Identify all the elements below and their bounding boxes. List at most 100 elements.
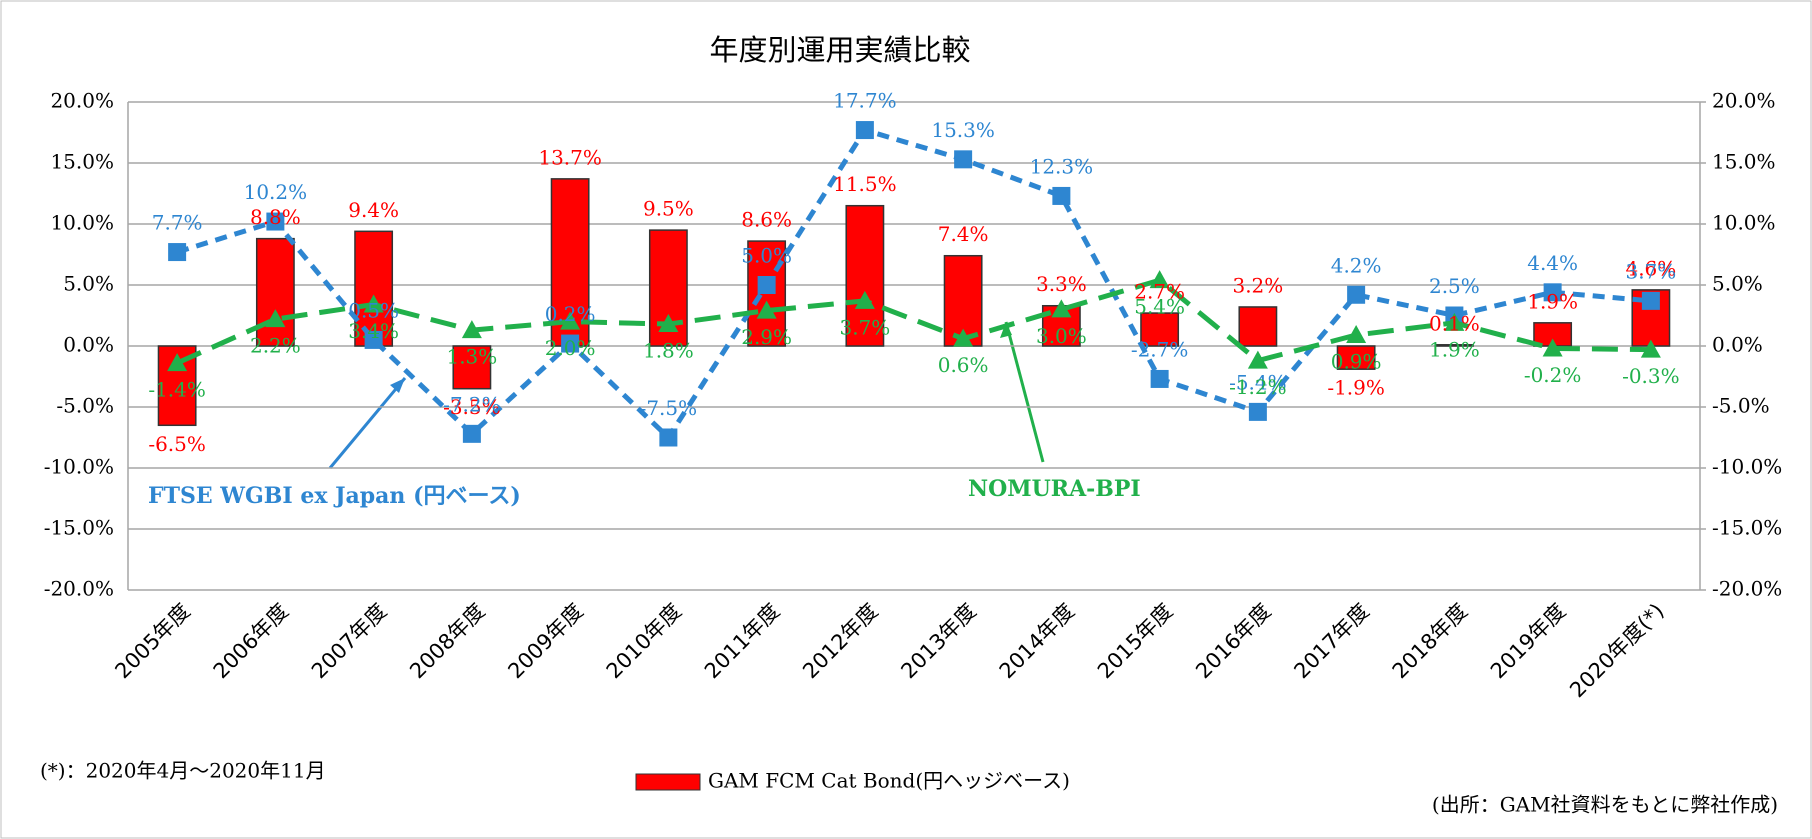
source: (出所：GAM社資料をもとに弊社作成) [1432, 793, 1778, 817]
y-tick-label: 20.0% [50, 89, 114, 113]
data-label: 11.5% [833, 172, 897, 196]
data-label: 4.4% [1527, 251, 1578, 275]
arrow-head [1000, 322, 1012, 338]
bar [1140, 312, 1180, 347]
data-label: -3.5% [443, 395, 501, 419]
bar [845, 204, 885, 347]
y2-tick-label: 15.0% [1712, 150, 1776, 174]
marker [265, 309, 286, 328]
data-label: 3.2% [1232, 273, 1283, 297]
marker [266, 212, 285, 231]
y2-tick-label: 0.0% [1712, 333, 1763, 357]
marker [1347, 285, 1366, 304]
data-label: 3.7% [839, 315, 890, 339]
data-label: 4.2% [1331, 253, 1382, 277]
data-label: 1.9% [1527, 289, 1578, 313]
data-label: 2.5% [1429, 274, 1480, 298]
y2-tick-label: 20.0% [1712, 89, 1776, 113]
data-label: 3.0% [1036, 324, 1087, 348]
marker [854, 290, 875, 309]
data-label: 2.0% [545, 336, 596, 360]
y-tick-label: -20.0% [44, 577, 114, 601]
data-label: 0.1% [1429, 311, 1480, 335]
arrow [328, 377, 407, 469]
marker [1444, 312, 1465, 331]
data-label: 1.3% [446, 345, 497, 369]
data-label: 9.4% [348, 198, 399, 222]
y2-tick-label: -5.0% [1712, 394, 1770, 418]
marker [1051, 299, 1072, 318]
marker [757, 276, 776, 294]
data-label: 1.8% [643, 339, 694, 363]
data-label: 0.2% [545, 302, 596, 326]
data-label: -7.5% [640, 396, 698, 420]
marker [167, 353, 188, 372]
data-label: -5.4% [1229, 370, 1287, 394]
line [176, 127, 1652, 442]
marker [756, 300, 777, 319]
data-label: -2.7% [1131, 337, 1189, 361]
data-label: 0.5% [348, 298, 399, 322]
data-label: 9.5% [643, 197, 694, 221]
marker [1248, 402, 1267, 421]
data-label: -1.9% [1327, 376, 1385, 400]
data-label: 5.4% [1134, 295, 1185, 319]
marker [364, 330, 383, 349]
data-label: 10.2% [244, 180, 308, 204]
data-label: 2.7% [1134, 280, 1185, 304]
data-label: 4.6% [1625, 256, 1676, 280]
marker [461, 320, 482, 339]
marker [953, 328, 974, 347]
y2-tick-label: 10.0% [1712, 211, 1776, 235]
chart-title: 年度別運用実績比較 [709, 33, 970, 67]
data-label: -0.3% [1622, 364, 1680, 388]
data-label: -0.2% [1524, 363, 1582, 387]
data-label: 0.9% [1331, 350, 1382, 374]
y-tick-label: 10.0% [50, 211, 114, 235]
marker [1641, 291, 1660, 310]
marker [561, 334, 580, 353]
data-label: -7.2% [443, 392, 501, 416]
marker [1149, 270, 1170, 289]
y2-tick-label: -20.0% [1712, 577, 1782, 601]
y-tick-label: 0.0% [63, 333, 114, 357]
y-tick-label: 5.0% [63, 272, 114, 296]
legend-label: GAM FCM Cat Bond(円ヘッジベース) [708, 769, 1070, 793]
marker [1247, 350, 1268, 369]
bar [1238, 306, 1278, 347]
data-label: -6.5% [148, 432, 206, 456]
footnote: (*)：2020年4月～2020年11月 [40, 759, 326, 783]
data-label: -1.2% [1229, 375, 1287, 399]
marker [1640, 339, 1661, 358]
marker [1150, 369, 1169, 388]
data-label: 12.3% [1030, 154, 1094, 178]
y2-tick-label: -15.0% [1712, 516, 1782, 540]
marker [560, 311, 581, 330]
bar [1336, 345, 1376, 370]
legend-swatch [635, 773, 701, 791]
data-label: 1.9% [1429, 337, 1480, 361]
marker [168, 243, 187, 262]
arrow-head [390, 378, 405, 393]
bar [255, 237, 295, 347]
marker [855, 121, 874, 140]
data-label: 8.6% [741, 208, 792, 232]
marker [462, 424, 481, 443]
data-label: 3.4% [348, 319, 399, 343]
data-label: 7.7% [152, 211, 203, 235]
series-label: FTSE WGBI ex Japan (円ベース) [148, 483, 521, 509]
data-label: 5.0% [741, 244, 792, 268]
marker [659, 428, 678, 447]
data-label: 0.6% [938, 353, 989, 377]
y2-tick-label: 5.0% [1712, 272, 1763, 296]
y-tick-label: -10.0% [44, 455, 114, 479]
marker [1542, 338, 1563, 357]
y-tick-label: -15.0% [44, 516, 114, 540]
y-tick-label: 15.0% [50, 150, 114, 174]
bar [354, 230, 394, 347]
bar [452, 345, 492, 390]
data-label: -1.4% [148, 378, 206, 402]
data-label: 15.3% [931, 118, 995, 142]
